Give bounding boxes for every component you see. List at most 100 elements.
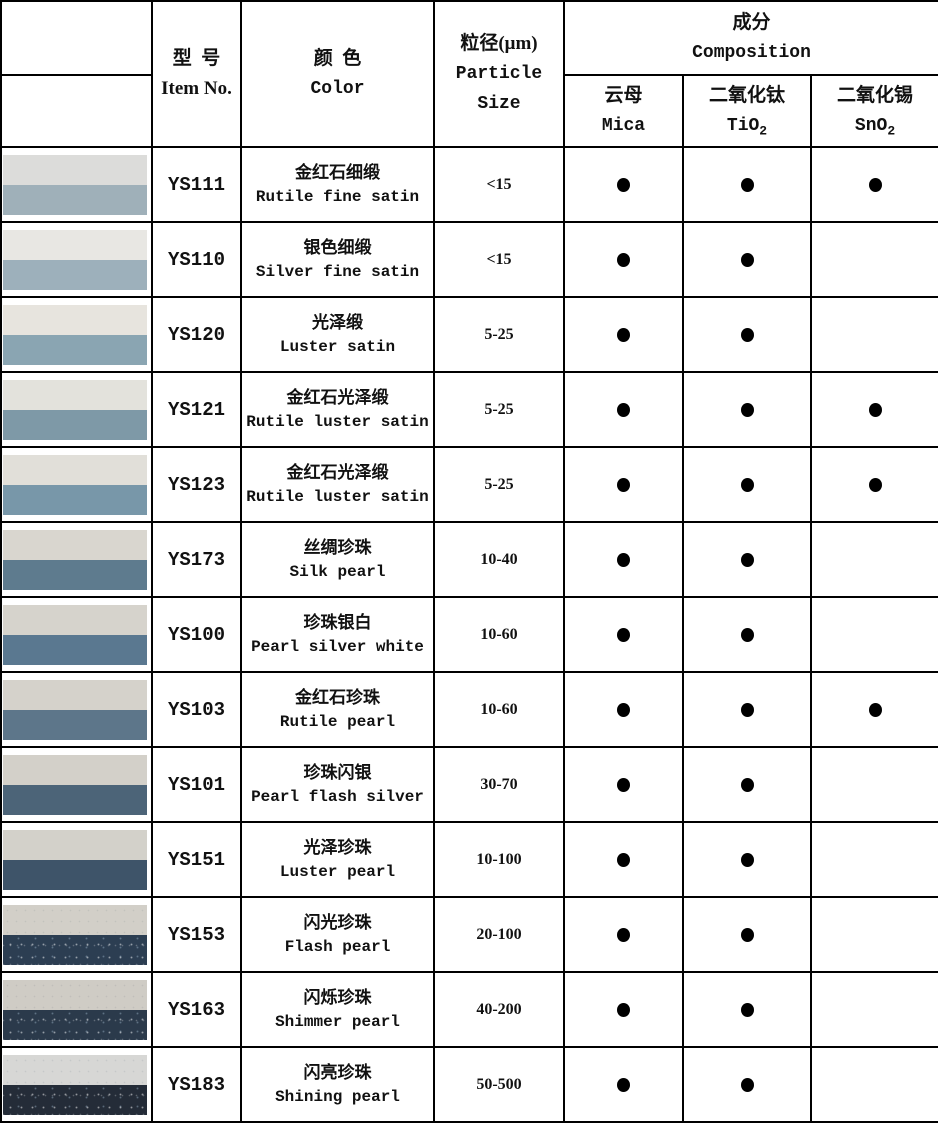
mica-dot xyxy=(617,927,630,942)
table-row: YS110 银色细缎 Silver fine satin <15 xyxy=(0,221,938,298)
color-name-zh: 银色细缎 xyxy=(303,237,372,257)
swatch-cell xyxy=(0,596,153,673)
particle-size: 50-500 xyxy=(433,1046,565,1123)
swatch-band-top xyxy=(3,604,147,635)
column-header-mica: 云母 Mica xyxy=(563,74,684,148)
sno2-dot xyxy=(868,477,882,492)
table-row: YS101 珍珠闪银 Pearl flash silver 30-70 xyxy=(0,746,938,823)
sno2-cell xyxy=(809,371,938,448)
table-row: YS151 光泽珍珠 Luster pearl 10-100 xyxy=(0,821,938,898)
tio2-label-zh: 二氧化钛 xyxy=(708,85,785,106)
sno2-dot xyxy=(868,177,882,192)
color-name-zh: 金红石光泽缎 xyxy=(286,462,389,482)
color-name-en: Pearl flash silver xyxy=(251,787,424,806)
swatch-image xyxy=(3,904,147,965)
table-body: YS111 金红石细缎 Rutile fine satin <15 YS110 … xyxy=(0,146,938,1123)
swatch-band-top xyxy=(3,529,147,560)
color-name-zh: 闪烁珍珠 xyxy=(303,987,372,1007)
sno2-cell xyxy=(809,746,938,823)
mica-cell xyxy=(563,746,684,823)
table-row: YS100 珍珠银白 Pearl silver white 10-60 xyxy=(0,596,938,673)
color-name-en: Shining pearl xyxy=(275,1087,400,1106)
mica-cell xyxy=(563,296,684,373)
swatch-band-bottom xyxy=(3,934,147,965)
swatch-image xyxy=(3,604,147,665)
swatch-header-cell-top xyxy=(0,0,153,76)
swatch-cell xyxy=(0,746,153,823)
tio2-cell xyxy=(682,896,812,973)
mica-label-zh: 云母 xyxy=(604,85,643,106)
mica-dot xyxy=(617,477,630,492)
mica-dot xyxy=(617,627,630,642)
table-row: YS123 金红石光泽缎 Rutile luster satin 5-25 xyxy=(0,446,938,523)
color-name-en: Rutile fine satin xyxy=(255,187,420,206)
swatch-band-bottom xyxy=(3,634,147,665)
column-header-item-no: 型 号 Item No. xyxy=(151,0,242,148)
tio2-cell xyxy=(682,671,812,748)
sno2-dot xyxy=(868,402,882,417)
sno2-cell xyxy=(809,971,938,1048)
swatch-cell xyxy=(0,1046,153,1123)
color-cell: 光泽缎 Luster satin xyxy=(240,296,435,373)
swatch-band-top xyxy=(3,979,147,1010)
swatch-band-bottom xyxy=(3,484,147,515)
color-cell: 银色细缎 Silver fine satin xyxy=(240,221,435,298)
tio2-dot xyxy=(740,177,754,192)
swatch-cell xyxy=(0,146,153,223)
swatch-band-bottom xyxy=(3,784,147,815)
mica-cell xyxy=(563,671,684,748)
color-name-zh: 光泽珍珠 xyxy=(303,837,372,857)
tio2-dot xyxy=(740,1077,754,1092)
sno2-cell xyxy=(809,821,938,898)
sno2-cell xyxy=(809,596,938,673)
mica-cell xyxy=(563,146,684,223)
column-header-color: 颜 色 Color xyxy=(240,0,435,148)
sno2-cell xyxy=(809,671,938,748)
tio2-cell xyxy=(682,746,812,823)
tio2-dot xyxy=(740,777,754,792)
swatch-header-cell-bottom xyxy=(0,74,153,148)
color-cell: 闪光珍珠 Flash pearl xyxy=(240,896,435,973)
item-no: YS120 xyxy=(151,296,242,373)
tio2-dot xyxy=(740,477,754,492)
color-name-en: Luster satin xyxy=(279,337,396,356)
color-cell: 闪烁珍珠 Shimmer pearl xyxy=(240,971,435,1048)
color-cell: 金红石珍珠 Rutile pearl xyxy=(240,671,435,748)
tio2-cell xyxy=(682,596,812,673)
mica-cell xyxy=(563,596,684,673)
composition-label-en: Composition xyxy=(692,43,811,63)
table-row: YS121 金红石光泽缎 Rutile luster satin 5-25 xyxy=(0,371,938,448)
tio2-cell xyxy=(682,296,812,373)
item-no: YS153 xyxy=(151,896,242,973)
sno2-formula: SnO2 xyxy=(813,111,937,141)
swatch-image xyxy=(3,754,147,815)
color-name-zh: 闪亮珍珠 xyxy=(303,1062,372,1082)
swatch-image xyxy=(3,379,147,440)
item-no: YS101 xyxy=(151,746,242,823)
swatch-band-top xyxy=(3,304,147,335)
item-no: YS111 xyxy=(151,146,242,223)
swatch-band-top xyxy=(3,754,147,785)
particle-size: <15 xyxy=(433,146,565,223)
mica-dot xyxy=(617,252,630,267)
swatch-band-bottom xyxy=(3,1009,147,1040)
item-no: YS123 xyxy=(151,446,242,523)
particle-size: 5-25 xyxy=(433,296,565,373)
particle-size: 5-25 xyxy=(433,371,565,448)
table-row: YS103 金红石珍珠 Rutile pearl 10-60 xyxy=(0,671,938,748)
color-name-zh: 珍珠闪银 xyxy=(303,762,372,782)
item-no: YS100 xyxy=(151,596,242,673)
swatch-cell xyxy=(0,971,153,1048)
tio2-cell xyxy=(682,446,812,523)
swatch-band-bottom xyxy=(3,709,147,740)
mica-cell xyxy=(563,221,684,298)
mica-cell xyxy=(563,446,684,523)
tio2-dot xyxy=(740,327,754,342)
mica-cell xyxy=(563,896,684,973)
sno2-cell xyxy=(809,221,938,298)
mica-dot xyxy=(617,1002,630,1017)
item-no: YS110 xyxy=(151,221,242,298)
swatch-band-top xyxy=(3,1054,147,1085)
sno2-cell xyxy=(809,1046,938,1123)
